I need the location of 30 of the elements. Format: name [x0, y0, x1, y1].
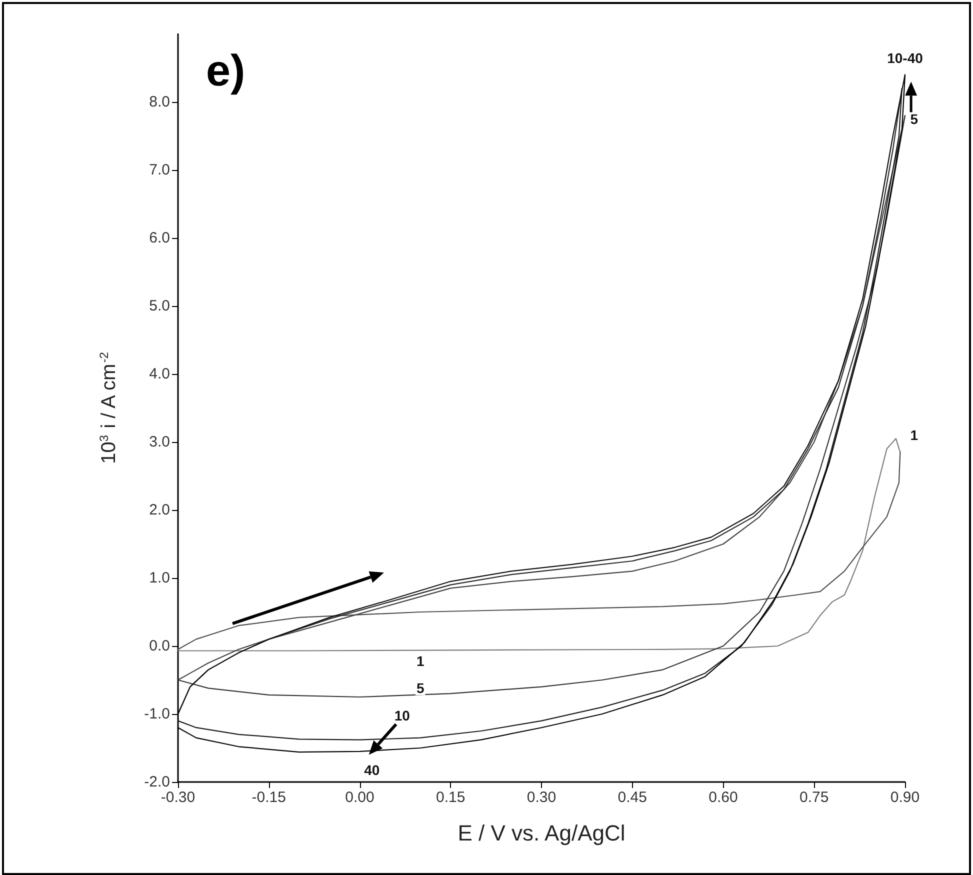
y-tick-label: 6.0	[149, 230, 170, 246]
y-tick-label: -1.0	[144, 706, 170, 722]
annotation: e)	[206, 46, 246, 96]
y-tick-label: 2.0	[149, 502, 170, 518]
annotation: 1	[416, 652, 424, 669]
x-tick-label: -0.30	[160, 789, 196, 806]
x-tick-label: 0.00	[345, 789, 374, 806]
annotation: 10	[394, 707, 410, 724]
y-tick-label: 4.0	[149, 366, 170, 382]
x-tick-label: 0.15	[436, 789, 466, 806]
y-tick-label: 0.0	[149, 638, 170, 654]
y-tick-label: -2.0	[144, 774, 170, 790]
annotation: 10-40	[887, 50, 924, 66]
y-tick-label: 1.0	[149, 570, 170, 586]
y-axis-title: 103 i / A cm-2	[97, 352, 120, 464]
annotation: 5	[416, 680, 424, 696]
y-tick-label: 8.0	[149, 94, 170, 110]
x-tick-label: 0.75	[800, 789, 829, 806]
x-tick-label: 0.90	[890, 789, 920, 806]
y-tick-label: 3.0	[149, 434, 170, 450]
x-axis-title: E / V vs. Ag/AgCl	[458, 820, 626, 846]
x-tick-label: 0.60	[708, 789, 738, 806]
x-tick-label: 0.45	[618, 789, 647, 806]
x-tick-label: -0.15	[252, 789, 286, 806]
text: 5	[910, 111, 918, 127]
y-tick-label: 7.0	[149, 162, 170, 178]
x-tick-label: 0.30	[526, 789, 556, 806]
annotation: 40	[364, 762, 380, 778]
text: 1	[910, 427, 918, 444]
y-tick-label: 5.0	[149, 298, 170, 314]
